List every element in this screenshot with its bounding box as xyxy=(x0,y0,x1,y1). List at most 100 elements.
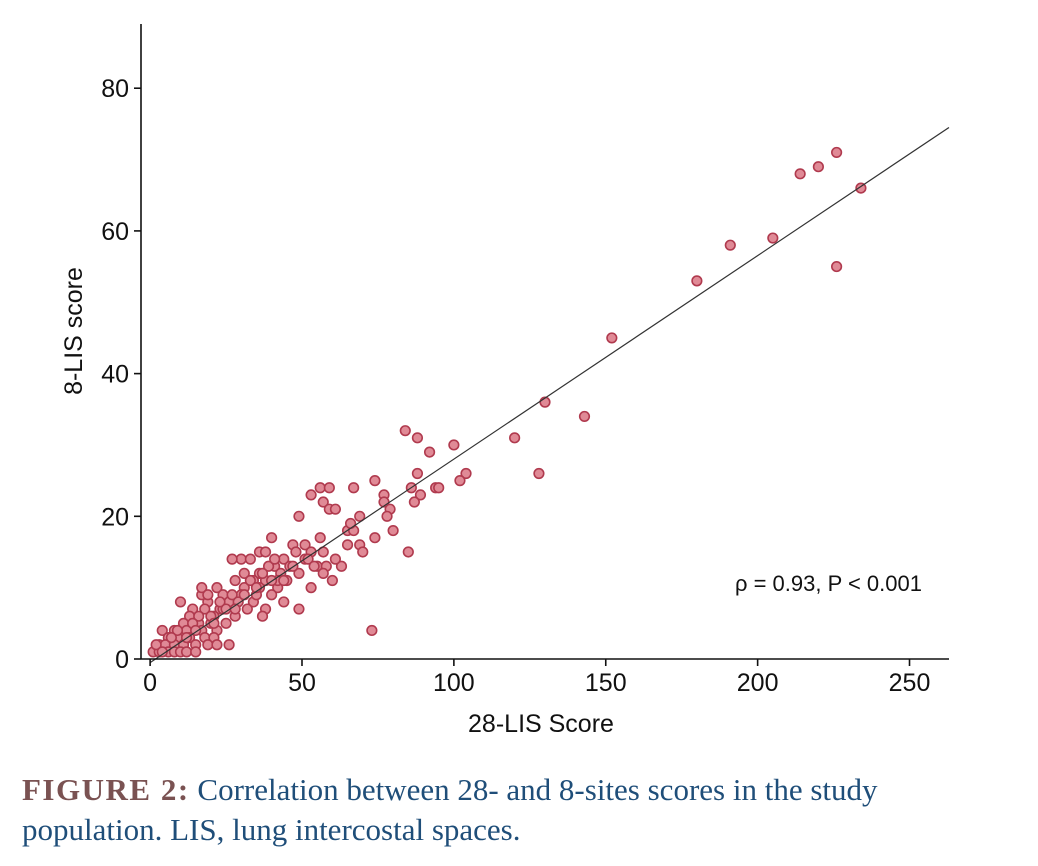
data-point xyxy=(794,168,806,180)
x-tick-label: 0 xyxy=(143,669,157,697)
figure-label: FIGURE 2: xyxy=(22,772,190,807)
data-point xyxy=(855,182,867,194)
x-axis-ticks: 0 50 100 150 200 250 xyxy=(143,659,930,697)
data-point xyxy=(454,475,466,487)
data-point xyxy=(369,532,381,544)
data-point xyxy=(171,624,184,637)
data-point xyxy=(305,582,317,594)
data-point xyxy=(460,467,472,480)
data-point xyxy=(314,532,326,544)
data-point xyxy=(299,539,311,551)
data-point xyxy=(196,582,208,594)
x-tick-label: 50 xyxy=(288,669,316,697)
data-point xyxy=(326,574,338,587)
data-point xyxy=(411,467,424,480)
data-point xyxy=(278,596,290,608)
data-point xyxy=(202,589,214,601)
data-point xyxy=(831,146,843,159)
data-point xyxy=(150,639,162,651)
data-point xyxy=(165,631,177,644)
data-point xyxy=(226,553,238,565)
data-point xyxy=(244,574,256,587)
data-point xyxy=(238,589,250,601)
data-point xyxy=(266,532,278,544)
data-point xyxy=(831,260,843,273)
data-point xyxy=(381,510,393,522)
data-point xyxy=(259,546,272,558)
data-point xyxy=(539,396,551,408)
x-tick-label: 100 xyxy=(433,669,475,697)
data-point xyxy=(238,567,250,579)
figure-caption: FIGURE 2: Correlation between 28- and 8-… xyxy=(22,770,1012,850)
y-axis-ticks: 0 20 40 60 80 xyxy=(101,75,141,674)
data-point xyxy=(262,560,275,572)
data-point xyxy=(348,482,360,494)
data-point xyxy=(256,567,269,579)
data-point xyxy=(812,161,824,173)
data-point xyxy=(244,553,256,565)
data-point xyxy=(293,603,305,615)
data-point xyxy=(235,553,247,565)
data-point xyxy=(202,639,214,651)
data-point xyxy=(387,524,399,537)
data-point xyxy=(369,475,381,487)
data-point xyxy=(357,546,369,558)
data-point xyxy=(317,496,329,508)
data-point xyxy=(199,603,211,615)
data-point xyxy=(241,603,253,615)
regression-line xyxy=(149,126,950,664)
y-tick-label: 0 xyxy=(115,646,129,674)
data-point xyxy=(220,617,232,629)
data-point xyxy=(606,332,618,344)
data-point xyxy=(423,446,436,458)
data-point xyxy=(302,553,314,565)
data-point xyxy=(290,546,302,558)
data-point xyxy=(190,624,202,637)
data-point xyxy=(211,639,223,651)
x-axis-title: 28-LIS Score xyxy=(468,710,614,738)
data-point xyxy=(448,439,460,451)
data-point xyxy=(211,582,223,594)
data-point xyxy=(269,553,281,565)
y-tick-label: 20 xyxy=(101,503,129,531)
data-point xyxy=(366,624,378,637)
data-point xyxy=(214,596,226,608)
data-point xyxy=(578,410,591,423)
data-point xyxy=(724,239,736,251)
plot-area xyxy=(147,126,950,664)
data-point xyxy=(308,560,320,572)
data-point xyxy=(344,517,357,530)
data-point xyxy=(174,596,187,608)
data-point xyxy=(156,624,168,637)
data-point xyxy=(411,432,424,444)
x-tick-label: 150 xyxy=(585,669,627,697)
data-point xyxy=(399,425,411,437)
data-point xyxy=(180,646,193,658)
data-point xyxy=(354,510,366,522)
data-point xyxy=(402,546,414,558)
data-point xyxy=(190,646,202,658)
data-point xyxy=(229,574,241,587)
scatter-chart: 0 50 100 150 200 250 0 20 40 60 80 28-LIS Score 8… xyxy=(60,24,950,738)
data-point xyxy=(335,560,348,572)
data-point xyxy=(414,489,427,501)
data-point xyxy=(329,553,342,565)
caption-text: Correlation between 28- and 8-sites scor… xyxy=(22,772,878,847)
data-point xyxy=(533,467,545,480)
data-point xyxy=(317,567,329,579)
data-point xyxy=(193,610,205,622)
data-point xyxy=(408,496,420,508)
data-point xyxy=(293,567,305,579)
data-point xyxy=(329,503,342,515)
data-point xyxy=(323,482,335,494)
data-point xyxy=(223,639,235,651)
y-tick-label: 80 xyxy=(101,75,129,103)
data-point xyxy=(226,589,238,601)
y-tick-label: 60 xyxy=(101,218,129,246)
data-point xyxy=(509,432,521,444)
data-point xyxy=(278,574,290,587)
data-point xyxy=(691,275,703,287)
data-point xyxy=(293,510,305,522)
data-point xyxy=(314,482,326,494)
y-tick-label: 40 xyxy=(101,361,129,389)
